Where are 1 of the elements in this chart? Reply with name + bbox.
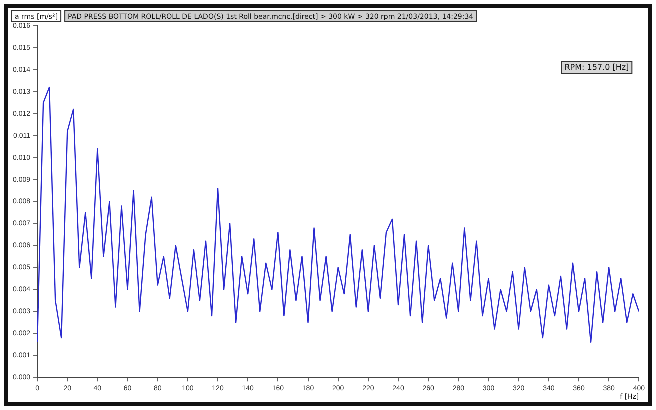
- annotation: RPM: 157.0 [Hz]: [564, 63, 630, 72]
